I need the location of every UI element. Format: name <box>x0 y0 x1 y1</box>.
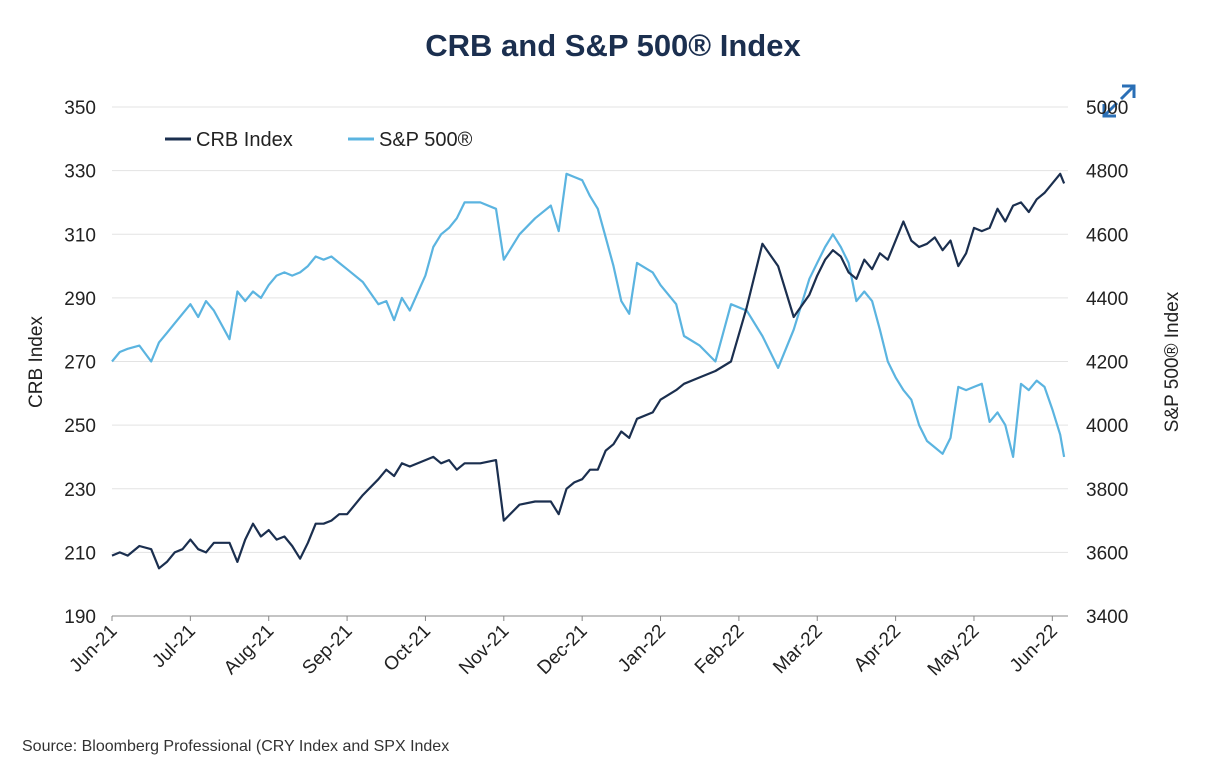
source-note: Source: Bloomberg Professional (CRY Inde… <box>22 738 450 755</box>
right-tick-label: 4200 <box>1086 353 1128 374</box>
left-axis-title: CRB Index <box>26 316 47 408</box>
left-tick-label: 270 <box>64 353 96 374</box>
x-tick-label: Dec-21 <box>534 621 592 679</box>
sp500-line <box>111 172 1066 458</box>
right-tick-label: 5000 <box>1086 98 1128 119</box>
x-axis-ticks: Jun-21 Jul-21 Aug-21 Sep-21 Oct-21 Nov-21 Dec-… <box>66 616 1062 680</box>
left-tick-label: 290 <box>64 289 96 310</box>
right-tick-label: 3400 <box>1086 607 1128 628</box>
right-tick-label: 4800 <box>1086 162 1128 183</box>
x-tick-label: Nov-21 <box>455 621 513 679</box>
x-tick-label: Apr-22 <box>850 621 905 676</box>
right-axis-title: S&P 500® Index <box>1162 291 1183 432</box>
right-tick-label: 4600 <box>1086 225 1128 246</box>
x-tick-label: Oct-21 <box>380 621 435 676</box>
chart-title: CRB and S&P 500® Index <box>425 28 801 63</box>
legend: CRB Index S&P 500® <box>165 129 473 151</box>
crb-index-line <box>111 172 1066 570</box>
series-lines <box>111 172 1066 570</box>
right-tick-label: 3600 <box>1086 543 1128 564</box>
gridlines <box>112 106 1068 553</box>
x-tick-label: Aug-21 <box>220 621 278 679</box>
x-tick-label: Jun-21 <box>66 621 122 677</box>
left-tick-label: 190 <box>64 607 96 628</box>
left-tick-label: 350 <box>64 98 96 119</box>
left-tick-label: 250 <box>64 416 96 437</box>
x-tick-label: Jul-21 <box>148 621 199 672</box>
right-tick-label: 4400 <box>1086 289 1128 310</box>
legend-label-crb: CRB Index <box>196 129 293 151</box>
legend-label-sp500: S&P 500® <box>379 129 473 151</box>
left-tick-label: 330 <box>64 162 96 183</box>
left-axis-ticks: 350 330 310 290 270 250 230 210 190 <box>64 98 96 628</box>
left-tick-label: 310 <box>64 225 96 246</box>
left-tick-label: 210 <box>64 543 96 564</box>
expand-icon[interactable] <box>1100 82 1138 120</box>
left-tick-label: 230 <box>64 480 96 501</box>
right-axis-ticks: 5000 4800 4600 4400 4200 4000 3800 3600 3400 <box>1086 98 1128 628</box>
x-tick-label: Feb-22 <box>691 621 748 678</box>
x-tick-label: Jan-22 <box>614 621 670 677</box>
right-tick-label: 3800 <box>1086 480 1128 501</box>
x-tick-label: Jun-22 <box>1006 621 1062 677</box>
x-tick-label: May-22 <box>924 621 984 681</box>
x-tick-label: Sep-21 <box>298 621 356 679</box>
right-tick-label: 4000 <box>1086 416 1128 437</box>
x-tick-label: Mar-22 <box>769 621 826 678</box>
